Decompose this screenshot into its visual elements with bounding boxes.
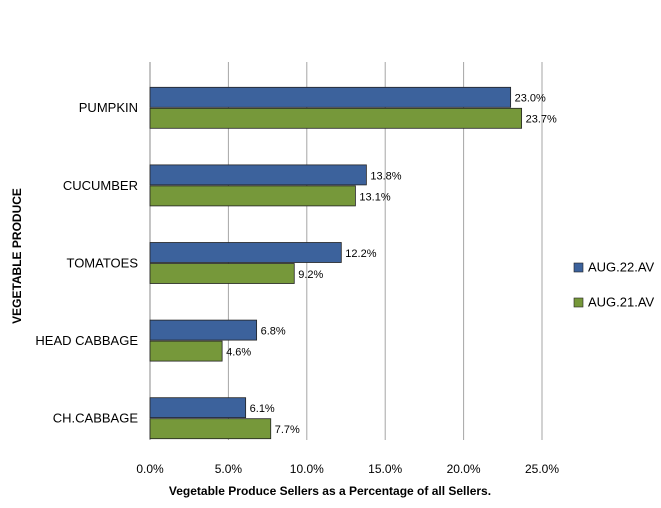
y-tick-label: CH.CABBAGE — [53, 411, 139, 426]
y-tick-label: TOMATOES — [66, 255, 138, 270]
data-label: 6.8% — [261, 326, 286, 338]
y-tick-label: CUCUMBER — [63, 178, 138, 193]
bar — [149, 242, 342, 263]
x-axis-label: Vegetable Produce Sellers as a Percentag… — [169, 484, 491, 498]
legend-label: AUG.21.AV — [588, 294, 655, 309]
legend-label: AUG.22.AV — [588, 259, 655, 274]
y-tick-label: PUMPKIN — [79, 100, 138, 115]
x-tick-label: 5.0% — [215, 462, 243, 476]
legend-swatch — [573, 262, 584, 273]
data-label: 7.7% — [275, 424, 300, 436]
bar — [149, 107, 523, 129]
y-axis-label: VEGETABLE PRODUCE — [10, 188, 24, 324]
x-tick-label: 10.0% — [290, 462, 324, 476]
data-label: 23.7% — [526, 114, 557, 126]
bar — [149, 164, 367, 186]
x-tick-label: 15.0% — [368, 462, 402, 476]
bar — [149, 86, 512, 108]
data-label: 6.1% — [250, 403, 275, 415]
bar — [149, 185, 356, 207]
y-tick-label: HEAD CABBAGE — [35, 333, 138, 348]
bar — [149, 263, 295, 284]
bar — [149, 397, 247, 419]
bar — [149, 418, 272, 440]
data-label: 13.1% — [359, 191, 390, 203]
bar — [149, 319, 258, 341]
legend-swatch — [573, 297, 584, 308]
x-tick-label: 20.0% — [447, 462, 481, 476]
data-label: 4.6% — [226, 347, 251, 359]
data-label: 13.8% — [370, 170, 401, 182]
x-tick-label: 0.0% — [136, 462, 164, 476]
data-label: 12.2% — [345, 248, 376, 260]
x-tick-label: 25.0% — [525, 462, 559, 476]
data-label: 9.2% — [298, 269, 323, 281]
bar — [149, 340, 223, 362]
data-label: 23.0% — [515, 93, 546, 105]
